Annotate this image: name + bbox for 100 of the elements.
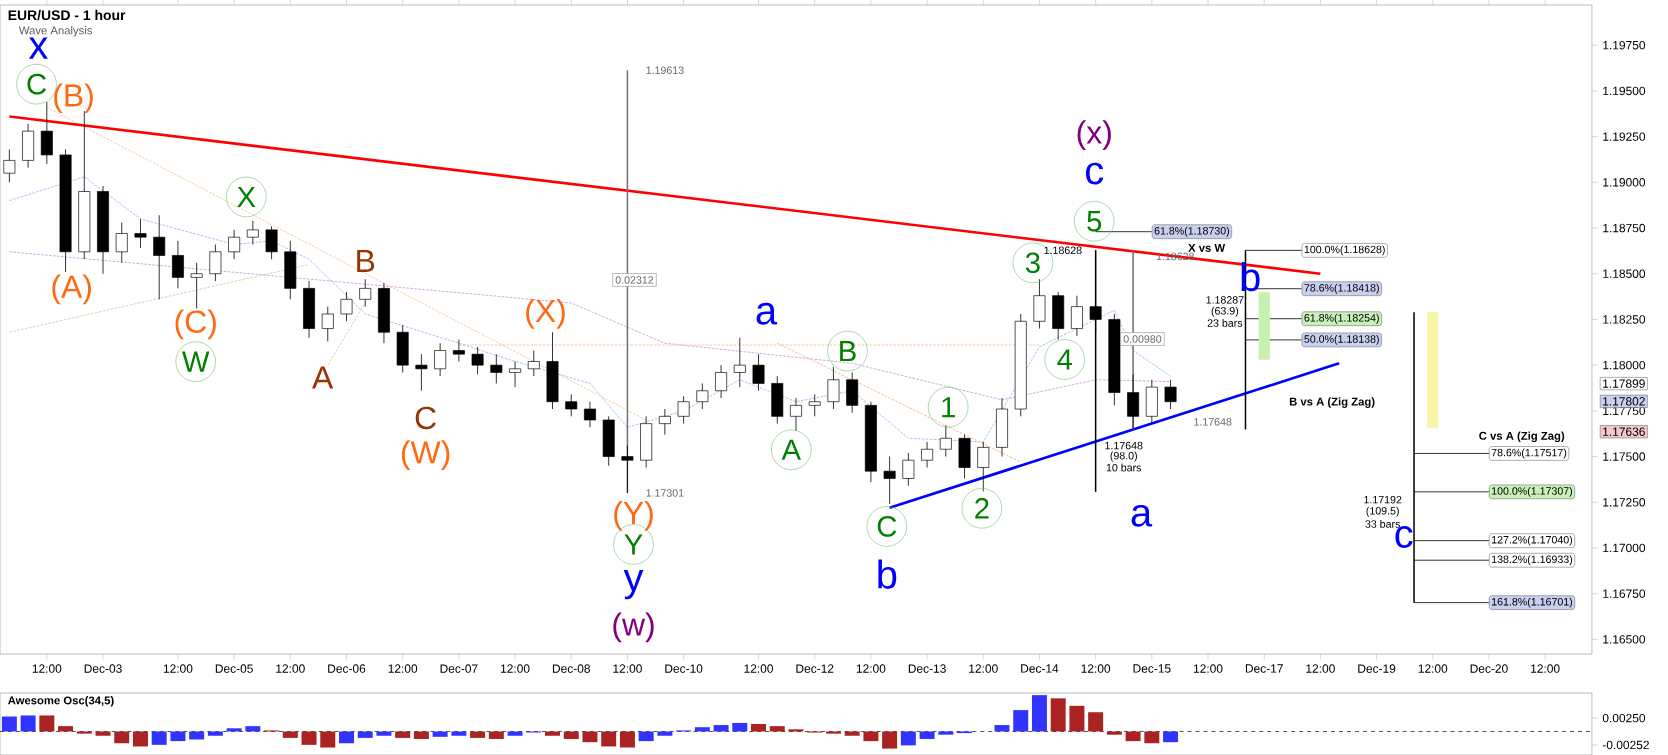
bar — [769, 726, 785, 732]
annotation: 1.18628 — [1156, 252, 1194, 261]
bar — [357, 731, 373, 738]
annotation: 1.17648 — [1194, 418, 1232, 426]
annotation: (X) — [526, 298, 565, 329]
bar — [132, 731, 148, 747]
bar — [432, 731, 448, 737]
x-tick-label: Dec-20 — [1470, 664, 1508, 673]
x-tick-label: 12:00 — [276, 664, 305, 673]
annotation: X — [237, 186, 256, 208]
annotation: (A) — [52, 274, 91, 305]
bar — [1088, 712, 1104, 732]
bar — [638, 731, 654, 742]
y-tick-label: 1.19000 — [1603, 178, 1646, 187]
annotation: 33 bars — [1365, 519, 1400, 528]
x-tick-label: Dec-08 — [552, 664, 590, 673]
x-tick-label: Dec-12 — [796, 664, 834, 673]
bar — [282, 731, 298, 738]
y-tick-label: 1.19750 — [1603, 40, 1646, 50]
bar — [488, 731, 504, 739]
annotation: x — [28, 37, 48, 59]
x-tick-label: Dec-07 — [440, 664, 478, 673]
annotation: 78.6%(1.17517) — [1491, 448, 1567, 459]
candlestick — [677, 395, 690, 425]
candlestick — [977, 441, 990, 492]
annotation: A — [781, 439, 801, 460]
x-tick-label: 12:00 — [744, 664, 774, 673]
annotation: a — [1131, 504, 1153, 527]
candlestick — [359, 278, 372, 308]
bar — [919, 731, 935, 739]
annotation: C — [415, 406, 436, 430]
annotation: 161.8%(1.16701) — [1492, 597, 1573, 608]
x-tick-label: Dec-05 — [215, 664, 253, 673]
bar — [882, 731, 898, 749]
candlestick — [471, 346, 484, 375]
annotation: 1.17648 — [1105, 441, 1143, 450]
annotation: X vs W — [1188, 244, 1226, 252]
candlestick — [658, 408, 671, 436]
annotation: 1.18628 — [1044, 246, 1082, 255]
bar — [751, 724, 767, 732]
candlestick — [321, 306, 334, 342]
candlestick — [565, 394, 578, 417]
x-tick-label: Dec-10 — [665, 664, 703, 673]
bar — [114, 731, 130, 744]
x-tick-label: Dec-19 — [1358, 664, 1396, 673]
x-tick-label: 12:00 — [613, 664, 642, 673]
bar — [844, 731, 860, 736]
annotation: 127.2%(1.17040) — [1492, 535, 1573, 546]
bar — [58, 726, 74, 732]
bar — [320, 731, 336, 748]
candlestick — [509, 361, 521, 388]
candlestick — [939, 425, 952, 457]
bar — [39, 715, 55, 732]
y-tick-label: 1.19250 — [1603, 132, 1646, 141]
annotation: (x) — [1077, 120, 1111, 151]
x-tick-label: Dec-14 — [1021, 664, 1059, 673]
candlestick — [228, 229, 241, 260]
bar — [1144, 731, 1160, 744]
annotation: (109.5) — [1366, 506, 1399, 517]
x-tick-label: Dec-13 — [908, 664, 946, 673]
annotation: 23 bars — [1207, 319, 1243, 327]
y-tick-label: 1.16500 — [1603, 635, 1646, 644]
bar — [376, 731, 392, 736]
y-tick-label: 1.19500 — [1603, 86, 1646, 96]
x-tick-label: 12:00 — [388, 664, 418, 673]
annotation: 100.0%(1.17307) — [1492, 486, 1573, 497]
bar — [657, 731, 673, 736]
bar — [339, 731, 354, 744]
annotation: 100.0%(1.18628) — [1304, 245, 1385, 256]
y-tick-label: 1.17250 — [1603, 498, 1646, 507]
y-tick-label: 1.16750 — [1603, 589, 1646, 598]
annotation: (B) — [54, 83, 93, 114]
bar — [76, 731, 92, 734]
candlestick — [902, 452, 915, 487]
bar — [1125, 731, 1141, 742]
bar — [582, 731, 598, 743]
x-tick-label: 12:00 — [32, 664, 62, 673]
bar — [413, 731, 429, 739]
y-tick-label: 1.18750 — [1603, 223, 1646, 233]
bar — [938, 731, 954, 735]
candlestick — [1070, 295, 1083, 337]
candlestick — [1164, 379, 1177, 410]
bar — [563, 731, 579, 739]
bar — [470, 731, 486, 738]
y-tick-label: -0.00252 — [1602, 740, 1649, 750]
y-tick-label: 1.18000 — [1603, 360, 1646, 370]
bar — [900, 731, 916, 746]
candlestick — [209, 244, 222, 282]
text: 1.17802 — [1603, 397, 1645, 406]
annotation: 78.6%(1.18418) — [1304, 283, 1379, 294]
annotation: (w) — [613, 612, 654, 643]
text: 1.17636 — [1603, 427, 1645, 436]
annotation: 2 — [975, 498, 989, 519]
x-tick-label: Dec-15 — [1133, 664, 1171, 673]
annotation: 10 bars — [1106, 463, 1142, 472]
bar — [507, 731, 523, 736]
y-tick-label: 1.17000 — [1603, 543, 1646, 553]
chart-title: EUR/USD - 1 hour — [8, 9, 126, 21]
x-tick-label: 12:00 — [969, 664, 998, 673]
candlestick — [808, 394, 821, 417]
